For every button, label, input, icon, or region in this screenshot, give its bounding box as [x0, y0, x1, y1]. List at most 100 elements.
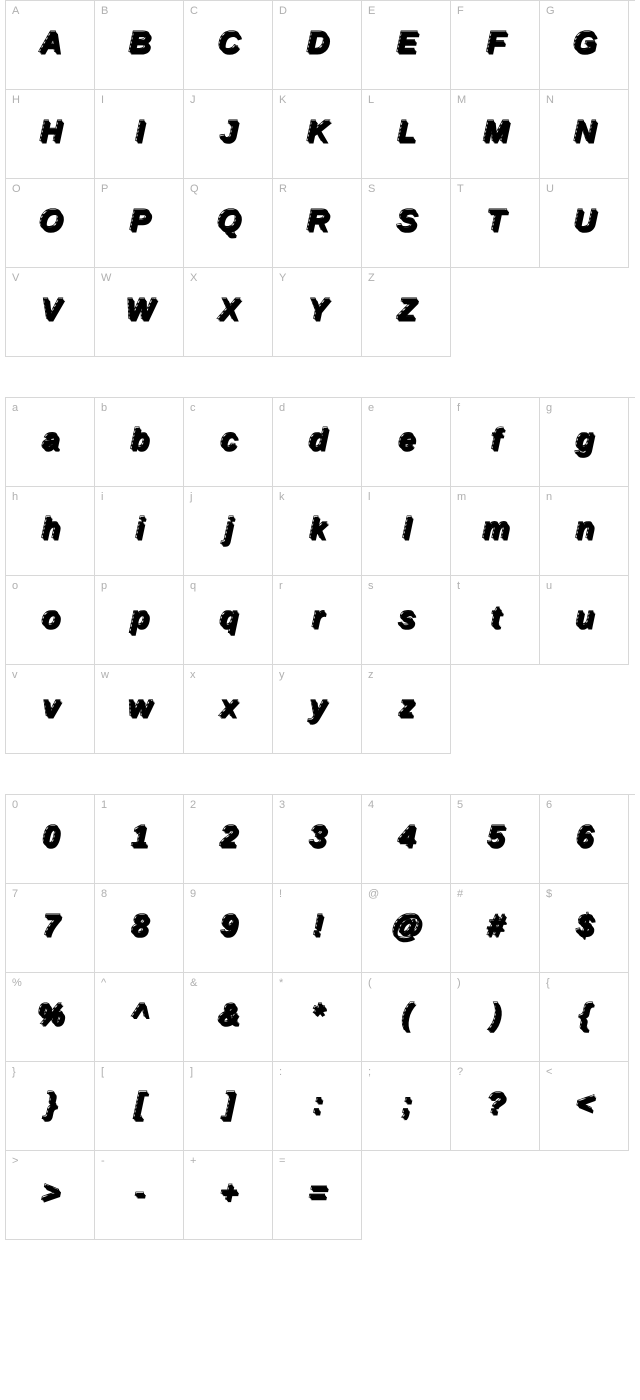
glyph-cell: ss	[362, 576, 451, 665]
glyph-cell: nn	[540, 487, 629, 576]
glyph-cell: FF	[451, 1, 540, 90]
glyph-preview: n	[572, 514, 596, 544]
glyph-label: 6	[546, 799, 552, 811]
glyph-preview: e	[395, 425, 417, 455]
glyph-preview: {	[575, 1000, 592, 1030]
glyph-preview: p	[127, 603, 151, 633]
glyph-cell: 22	[184, 795, 273, 884]
glyph-label: K	[279, 94, 286, 106]
glyph-preview: #	[484, 911, 506, 941]
glyph-label: j	[190, 491, 192, 503]
glyph-cell: HH	[6, 90, 95, 179]
glyph-cell: KK	[273, 90, 362, 179]
glyph-cell: }}	[6, 1062, 95, 1151]
glyph-preview: >	[39, 1178, 62, 1208]
glyph-label: W	[101, 272, 111, 284]
glyph-label: O	[12, 183, 21, 195]
glyph-preview: R	[303, 206, 330, 236]
glyph-cell: jj	[184, 487, 273, 576]
glyph-cell: mm	[451, 487, 540, 576]
glyph-cell: kk	[273, 487, 362, 576]
glyph-label: g	[546, 402, 552, 414]
glyph-label: +	[190, 1155, 196, 1167]
glyph-preview: a	[39, 425, 61, 455]
glyph-cell: [[	[95, 1062, 184, 1151]
glyph-cell: pp	[95, 576, 184, 665]
glyph-label: u	[546, 580, 552, 592]
glyph-label: 0	[12, 799, 18, 811]
glyph-cell: ZZ	[362, 268, 451, 357]
glyph-label: 8	[101, 888, 107, 900]
glyph-preview: W	[122, 295, 156, 325]
glyph-cell: OO	[6, 179, 95, 268]
glyph-cell: 55	[451, 795, 540, 884]
glyph-cell: oo	[6, 576, 95, 665]
glyph-grid: aabbccddeeffgghhiijjkkllmmnnooppqqrrsstt…	[5, 397, 635, 754]
glyph-preview: V	[37, 295, 62, 325]
glyph-preview: g	[572, 425, 596, 455]
glyph-cell: $$	[540, 884, 629, 973]
glyph-label: ]	[190, 1066, 193, 1078]
glyph-label: 3	[279, 799, 285, 811]
glyph-preview: m	[479, 514, 511, 544]
glyph-grid: AABBCCDDEEFFGGHHIIJJKKLLMMNNOOPPQQRRSSTT…	[5, 0, 635, 357]
glyph-preview: v	[39, 692, 61, 722]
glyph-cell: zz	[362, 665, 451, 754]
glyph-cell: ==	[273, 1151, 362, 1240]
glyph-cell: NN	[540, 90, 629, 179]
glyph-cell: ((	[362, 973, 451, 1062]
glyph-label: 4	[368, 799, 374, 811]
glyph-label: n	[546, 491, 552, 503]
glyph-label: :	[279, 1066, 282, 1078]
glyph-label: Z	[368, 272, 375, 284]
glyph-preview: ]	[220, 1089, 235, 1119]
glyph-label: [	[101, 1066, 104, 1078]
glyph-preview: [	[131, 1089, 146, 1119]
glyph-cell: ##	[451, 884, 540, 973]
glyph-preview: -	[131, 1178, 146, 1208]
glyph-cell: uu	[540, 576, 629, 665]
glyph-label: T	[457, 183, 464, 195]
glyph-cell: ee	[362, 398, 451, 487]
glyph-preview: d	[305, 425, 329, 455]
glyph-preview: U	[570, 206, 597, 236]
glyph-preview: I	[132, 117, 146, 147]
glyph-label: G	[546, 5, 555, 17]
glyph-preview: A	[36, 28, 63, 58]
glyph-label: {	[546, 977, 550, 989]
glyph-cell: <<	[540, 1062, 629, 1151]
glyph-label: z	[368, 669, 374, 681]
glyph-cell: 00	[6, 795, 95, 884]
glyph-label: x	[190, 669, 196, 681]
glyph-cell: LL	[362, 90, 451, 179]
glyph-label: Y	[279, 272, 286, 284]
glyph-label: 1	[101, 799, 107, 811]
glyph-label: e	[368, 402, 374, 414]
glyph-preview: 5	[484, 822, 506, 852]
glyph-preview: C	[214, 28, 241, 58]
glyph-preview: w	[125, 692, 154, 722]
glyph-label: Q	[190, 183, 199, 195]
glyph-preview: X	[215, 295, 240, 325]
glyph-cell: EE	[362, 1, 451, 90]
glyph-cell: %%	[6, 973, 95, 1062]
glyph-cell: AA	[6, 1, 95, 90]
glyph-label: @	[368, 888, 379, 900]
glyph-cell: 99	[184, 884, 273, 973]
glyph-label: c	[190, 402, 196, 414]
glyph-cell: UU	[540, 179, 629, 268]
glyph-label: ^	[101, 977, 106, 989]
glyph-label: *	[279, 977, 283, 989]
glyph-cell: WW	[95, 268, 184, 357]
glyph-cell: >>	[6, 1151, 95, 1240]
glyph-label: d	[279, 402, 285, 414]
glyph-cell: MM	[451, 90, 540, 179]
glyph-preview: Z	[394, 295, 418, 325]
glyph-label: 5	[457, 799, 463, 811]
glyph-preview: s	[395, 603, 417, 633]
glyph-label: >	[12, 1155, 18, 1167]
glyph-label: f	[457, 402, 460, 414]
glyph-label: P	[101, 183, 108, 195]
glyph-preview: 6	[573, 822, 595, 852]
glyph-cell: gg	[540, 398, 629, 487]
